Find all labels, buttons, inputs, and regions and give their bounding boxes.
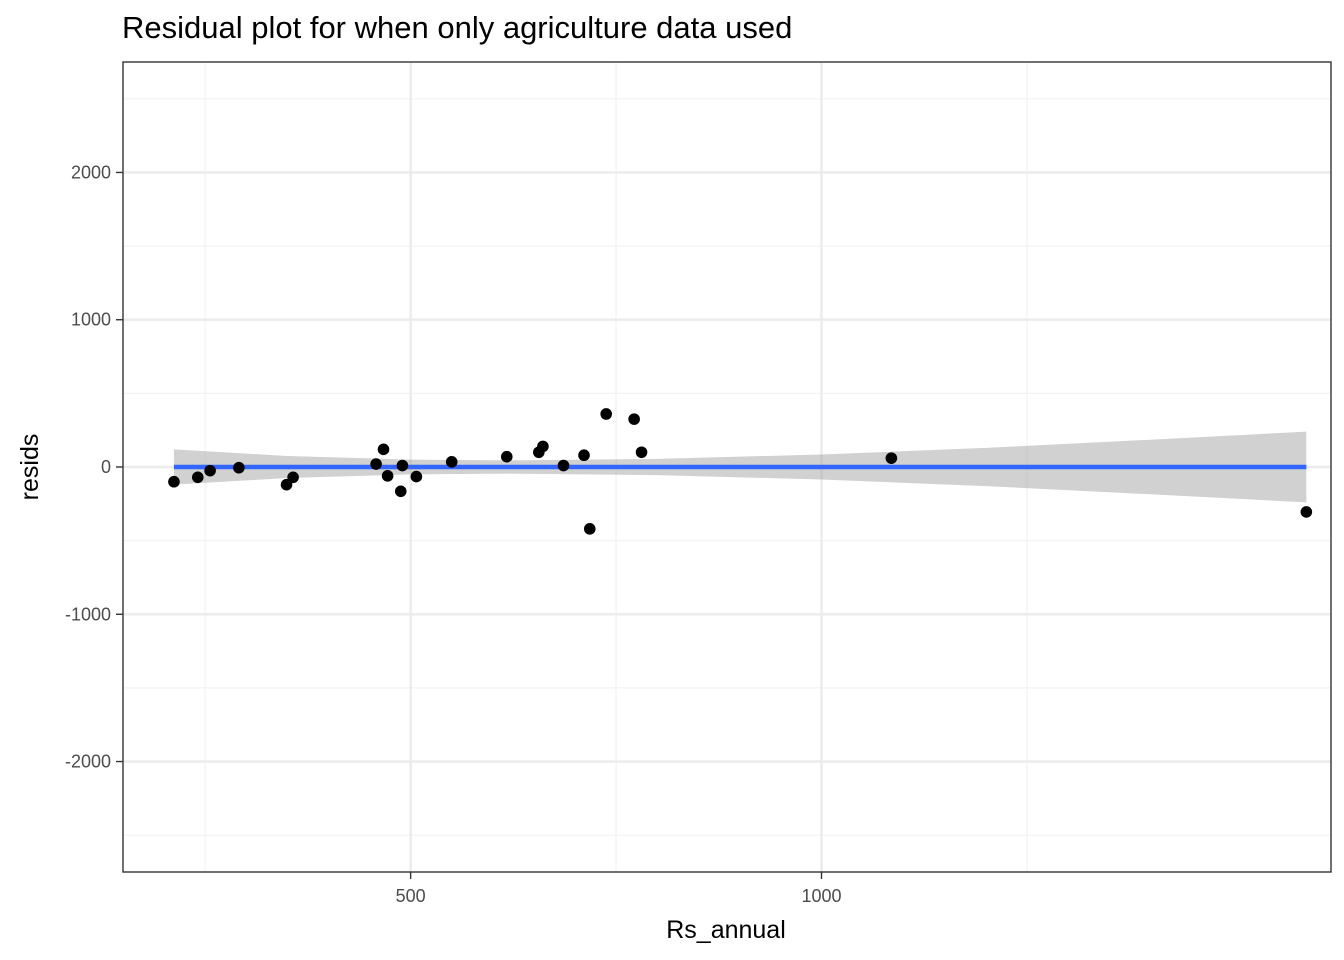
minor-gridlines (123, 62, 1331, 872)
data-point (885, 452, 898, 464)
data-point (381, 470, 394, 482)
data-point (233, 461, 245, 474)
data-point (377, 443, 390, 456)
x-tick-label: 1000 (801, 886, 841, 906)
y-tick-label: -1000 (65, 604, 111, 624)
y-axis-ticks: -2000 -1000 0 1000 2000 (65, 162, 123, 772)
data-point (628, 413, 640, 425)
data-point (445, 456, 458, 468)
data-point (204, 464, 216, 477)
x-axis-ticks: 500 1000 (396, 872, 842, 906)
data-point (635, 446, 648, 459)
chart-title: Residual plot for when only agriculture … (122, 10, 792, 45)
data-point (191, 471, 204, 484)
x-axis-title: Rs_annual (666, 916, 786, 944)
data-point (396, 459, 409, 472)
data-point (557, 459, 570, 472)
y-axis-title: resids (16, 434, 44, 501)
plot-panel (122, 61, 1332, 873)
x-tick-label: 500 (396, 886, 426, 906)
data-point (537, 440, 549, 453)
data-point (1300, 506, 1313, 518)
y-tick-label: 2000 (71, 162, 111, 182)
data-point (410, 470, 423, 483)
data-point (168, 475, 180, 488)
data-point (500, 450, 513, 463)
y-tick-label: 1000 (71, 310, 111, 330)
data-point (600, 408, 612, 420)
y-tick-label: 0 (101, 457, 111, 477)
data-point (394, 485, 407, 498)
y-tick-label: -2000 (65, 752, 111, 772)
data-point (583, 523, 596, 535)
data-point (370, 458, 382, 470)
data-points-layer (168, 408, 1313, 535)
data-point (578, 449, 590, 462)
data-point (287, 471, 299, 484)
